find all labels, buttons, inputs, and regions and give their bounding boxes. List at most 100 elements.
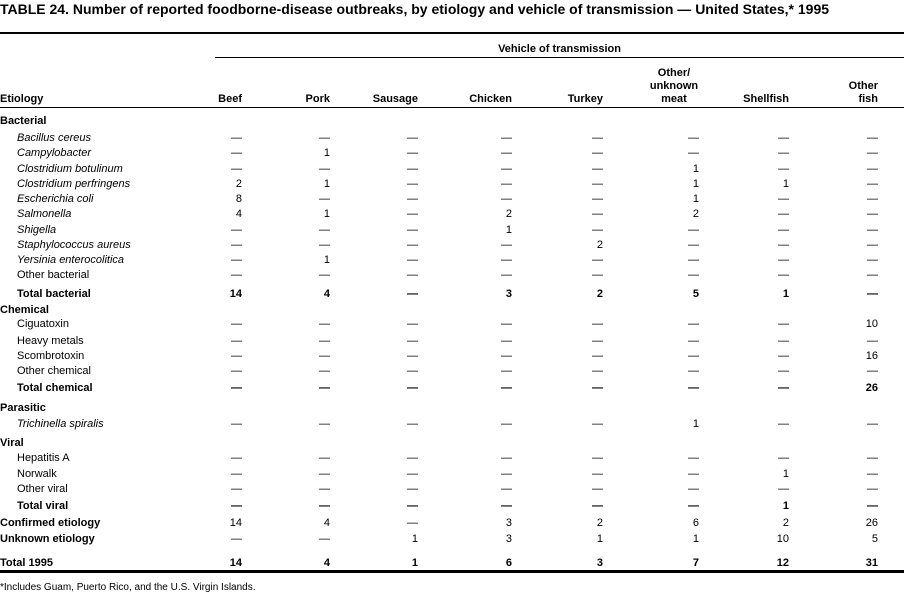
table-cell: 16	[865, 350, 878, 362]
table-cell: —	[319, 500, 330, 512]
row-label: Heavy metals	[17, 335, 84, 347]
row-label: Yersinia enterocolitica	[17, 254, 125, 266]
table-cell: —	[231, 224, 242, 236]
table-cell: —	[592, 452, 603, 464]
row-label: Bacterial	[0, 115, 47, 127]
table-cell: 2	[596, 288, 603, 300]
table-cell: —	[231, 254, 242, 266]
table-cell: —	[688, 335, 699, 347]
table-cell: —	[501, 269, 512, 281]
table-cell: —	[592, 365, 603, 377]
row-label: Ciguatoxin	[17, 318, 69, 330]
table-cell: —	[778, 254, 789, 266]
table-cell: —	[778, 193, 789, 205]
row-label: Staphylococcus aureus	[17, 239, 131, 251]
table-cell: —	[688, 483, 699, 495]
row-label: Clostridium perfringens	[17, 178, 131, 190]
table-cell: —	[319, 193, 330, 205]
table-cell: —	[867, 208, 878, 220]
table-title: TABLE 24. Number of reported foodborne-d…	[0, 1, 830, 17]
column-header: Turkey	[567, 93, 603, 105]
table-cell: —	[778, 147, 789, 159]
table-cell: —	[592, 318, 603, 330]
table-cell: —	[501, 132, 512, 144]
table-cell: 12	[776, 557, 789, 569]
table-cell: 4	[323, 517, 330, 529]
header-rule	[0, 107, 904, 108]
table-cell: —	[688, 350, 699, 362]
top-rule	[0, 32, 904, 34]
column-header: Shellfish	[743, 93, 789, 105]
table-cell: —	[407, 193, 418, 205]
table-cell: —	[778, 418, 789, 430]
table-cell: —	[867, 418, 878, 430]
table-cell: 5	[871, 533, 878, 545]
table-cell: —	[407, 500, 418, 512]
table-cell: —	[501, 350, 512, 362]
table-cell: 10	[865, 318, 878, 330]
table-cell: —	[592, 382, 603, 394]
table-cell: 3	[505, 288, 512, 300]
row-label: Scombrotoxin	[17, 350, 85, 362]
table-cell: —	[688, 147, 699, 159]
table-cell: 4	[323, 288, 330, 300]
table-cell: —	[231, 239, 242, 251]
row-label: Total viral	[17, 500, 69, 512]
table-cell: 1	[692, 193, 699, 205]
table-cell: 1	[323, 147, 330, 159]
table-cell: —	[501, 193, 512, 205]
table-cell: 5	[692, 288, 699, 300]
row-label: Other chemical	[17, 365, 91, 377]
table-cell: 10	[776, 533, 789, 545]
row-label: Norwalk	[17, 468, 57, 480]
table-cell: —	[867, 147, 878, 159]
table-cell: —	[319, 163, 330, 175]
table-cell: —	[501, 500, 512, 512]
table-cell: 1	[505, 224, 512, 236]
table-cell: —	[407, 382, 418, 394]
table-cell: —	[592, 178, 603, 190]
stub-header: Etiology	[0, 93, 44, 105]
table-cell: —	[501, 382, 512, 394]
table-cell: —	[688, 500, 699, 512]
table-cell: —	[867, 335, 878, 347]
table-cell: —	[407, 365, 418, 377]
table-cell: —	[592, 132, 603, 144]
table-cell: —	[592, 254, 603, 266]
table-cell: —	[319, 132, 330, 144]
table-cell: —	[501, 239, 512, 251]
table-cell: —	[501, 178, 512, 190]
table-cell: —	[592, 350, 603, 362]
table-cell: —	[231, 382, 242, 394]
table-cell: —	[867, 239, 878, 251]
table-cell: 26	[865, 517, 878, 529]
table-cell: 6	[692, 517, 699, 529]
table-cell: —	[231, 335, 242, 347]
table-cell: 31	[865, 557, 878, 569]
table-cell: —	[501, 468, 512, 480]
table-cell: —	[867, 288, 878, 300]
table-cell: —	[231, 500, 242, 512]
table-cell: —	[319, 365, 330, 377]
table-cell: —	[778, 335, 789, 347]
table-cell: —	[688, 269, 699, 281]
table-cell: —	[231, 269, 242, 281]
table-cell: —	[778, 208, 789, 220]
table-cell: 3	[505, 517, 512, 529]
table-cell: —	[319, 318, 330, 330]
table-cell: —	[778, 239, 789, 251]
table-cell: —	[407, 208, 418, 220]
table-cell: 1	[782, 468, 789, 480]
table-cell: —	[778, 452, 789, 464]
table-cell: —	[407, 452, 418, 464]
table-cell: —	[231, 163, 242, 175]
table-cell: —	[319, 269, 330, 281]
table-cell: 2	[692, 208, 699, 220]
table-cell: —	[867, 452, 878, 464]
table-cell: —	[688, 132, 699, 144]
table-cell: 14	[229, 557, 242, 569]
table-cell: 1	[692, 178, 699, 190]
table-cell: 3	[596, 557, 603, 569]
table-cell: —	[231, 483, 242, 495]
